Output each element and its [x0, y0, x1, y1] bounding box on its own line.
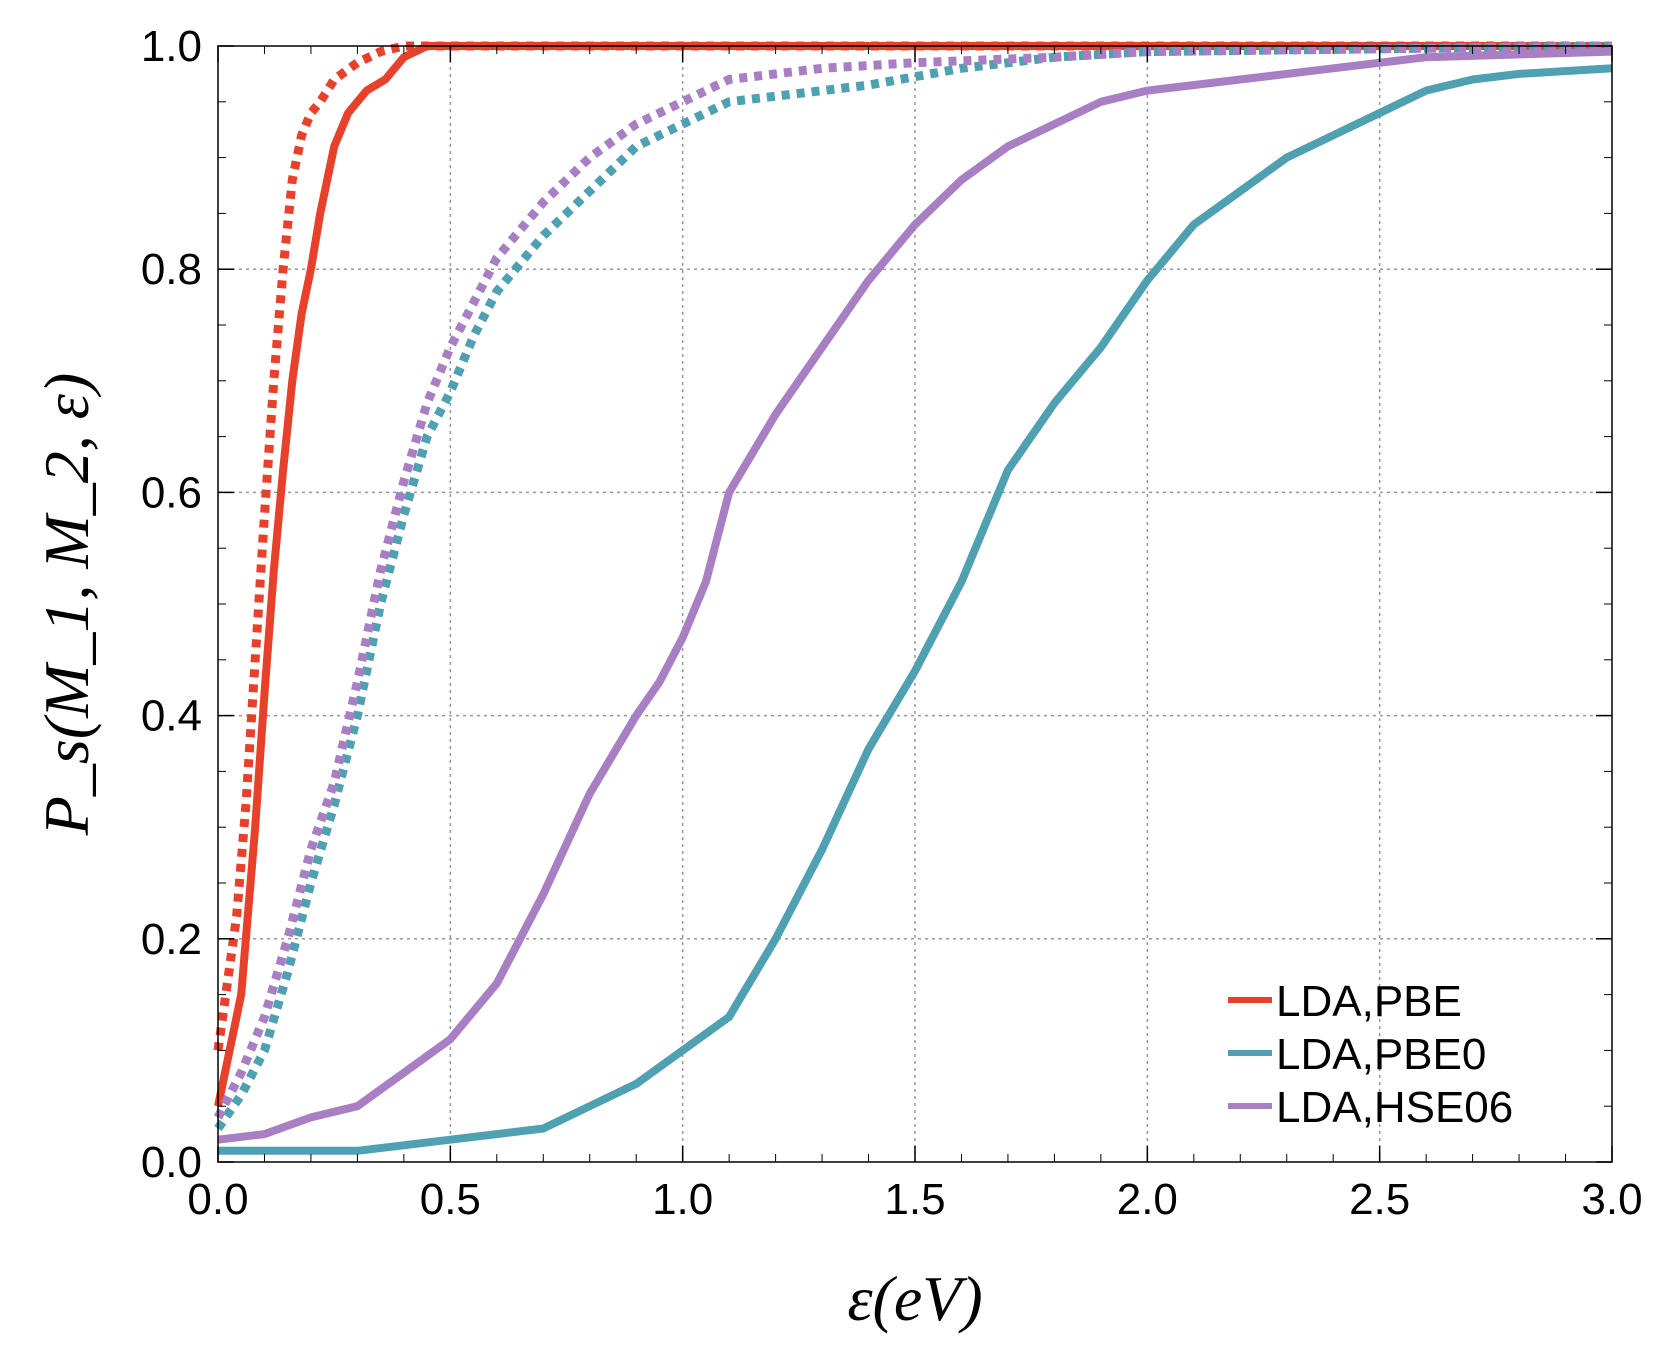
- legend-label: LDA,HSE06: [1276, 1083, 1513, 1132]
- series-line: [217, 47, 1613, 1144]
- x-tick-label: 3.0: [1581, 1175, 1642, 1224]
- y-tick-labels: 0.0 0.2 0.4 0.6 0.8 1.0: [141, 22, 202, 1187]
- series-line: [218, 64, 1613, 1155]
- grid: [218, 46, 1612, 1162]
- y-axis-label: P_s(M_1, M_2, ε): [31, 373, 102, 836]
- y-tick-label: 0.0: [141, 1138, 202, 1187]
- x-tick-labels: 0.0 0.5 1.0 1.5 2.0 2.5 3.0: [187, 1175, 1642, 1224]
- series-line: [214, 41, 1613, 1132]
- x-tick-label: 2.5: [1349, 1175, 1410, 1224]
- legend-label: LDA,PBE: [1276, 977, 1462, 1026]
- y-tick-label: 0.6: [141, 468, 202, 517]
- y-tick-label: 0.4: [141, 692, 202, 741]
- legend-label: LDA,PBE0: [1276, 1030, 1486, 1079]
- x-tick-label: 1.5: [884, 1175, 945, 1224]
- y-tick-label: 0.8: [141, 245, 202, 294]
- series-line: [214, 42, 1612, 1108]
- tick-marks: [217, 45, 1613, 1163]
- x-tick-label: 0.0: [187, 1175, 248, 1224]
- y-tick-label: 1.0: [141, 22, 202, 71]
- y-tick-label: 0.2: [141, 915, 202, 964]
- x-axis-label: ε(eV): [847, 1263, 982, 1334]
- x-tick-label: 1.0: [652, 1175, 713, 1224]
- x-tick-label: 2.0: [1117, 1175, 1178, 1224]
- series-line: [213, 41, 1612, 1052]
- x-tick-label: 0.5: [420, 1175, 481, 1224]
